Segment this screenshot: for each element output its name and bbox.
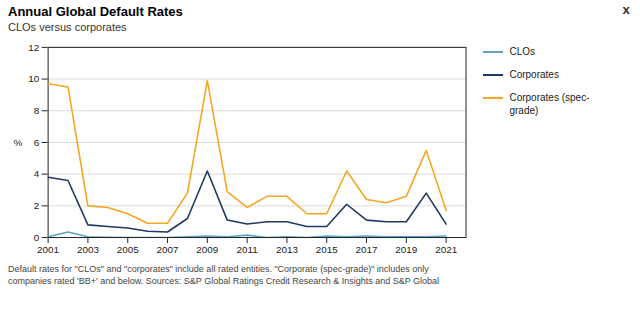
svg-text:12: 12 xyxy=(28,42,39,53)
svg-text:2013: 2013 xyxy=(276,244,299,255)
svg-text:2007: 2007 xyxy=(157,244,179,255)
html-text:Corporates: Corporates xyxy=(509,69,559,80)
svg-text:2019: 2019 xyxy=(395,244,418,255)
html-text:CLOs versus corporates: CLOs versus corporates xyxy=(8,21,127,33)
svg-text:2001: 2001 xyxy=(37,244,60,255)
html-text:Corporates (spec- grade): Corporates (spec- grade) xyxy=(509,92,590,116)
svg-text:2003: 2003 xyxy=(77,244,100,255)
html-text:Default rates for "CLOs" and ": Default rates for "CLOs" and "corporates… xyxy=(8,263,440,286)
html-text:Annual Global Default Rates: Annual Global Default Rates xyxy=(8,4,183,19)
svg-text:%: % xyxy=(14,137,23,148)
svg-text:2015: 2015 xyxy=(316,244,339,255)
svg-text:2005: 2005 xyxy=(117,244,140,255)
html-text:x: x xyxy=(622,3,630,18)
svg-text:2009: 2009 xyxy=(196,244,219,255)
html-text:CLOs: CLOs xyxy=(509,46,535,57)
svg-text:6: 6 xyxy=(34,137,40,148)
svg-text:2021: 2021 xyxy=(435,244,458,255)
svg-text:2011: 2011 xyxy=(236,244,258,255)
svg-text:4: 4 xyxy=(34,168,40,179)
svg-text:10: 10 xyxy=(28,73,40,84)
svg-text:2: 2 xyxy=(34,200,40,211)
svg-text:0: 0 xyxy=(34,232,40,243)
svg-text:8: 8 xyxy=(34,105,40,116)
svg-text:2017: 2017 xyxy=(356,244,378,255)
